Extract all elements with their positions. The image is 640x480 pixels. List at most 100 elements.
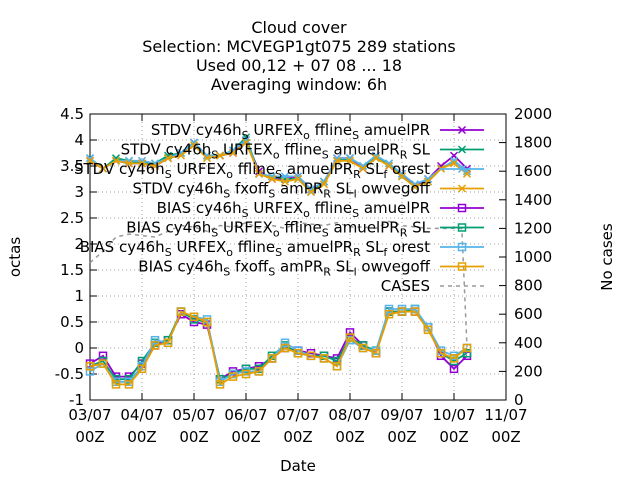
data-point [215,380,225,389]
y2-tick-label: 200 [514,362,543,380]
data-point [98,164,108,173]
y-tick-label: 3 [74,183,84,201]
legend-label: STDV cy46hS URFEXo fflineS amuelPRR SL [121,141,431,162]
y-tick-label: -1 [69,391,84,409]
data-point [280,338,290,348]
data-point [228,372,238,381]
data-point [254,169,264,178]
legend-marker [457,145,467,154]
data-point [111,380,121,389]
data-point [202,154,212,163]
data-point [111,156,121,165]
y2-tick-label: 400 [514,334,543,352]
data-point [241,369,251,379]
title-line-2: Selection: MCVEGP1gt075 289 stations [142,37,456,56]
series-line [89,308,468,384]
legend-label: BIAS cy46hS fxoffS amPRR SLl owvegoff [138,258,430,279]
data-point [228,148,238,158]
x-tick-label-hour: 00Z [491,428,520,446]
y-tick-label: 1.5 [60,261,84,279]
data-point [150,161,160,171]
data-point [189,312,199,322]
data-point [85,156,95,165]
data-point [449,159,459,168]
y2-tick-label: 1800 [514,134,552,152]
title-line-4: Averaging window: 6h [211,75,387,94]
y-tick-label: 0 [74,339,84,357]
data-point [176,151,186,160]
x-tick-label-hour: 00Z [283,428,312,446]
legend-marker [457,242,467,252]
data-point [449,364,459,374]
data-point [462,348,472,358]
legend-marker [457,184,467,193]
data-point [85,154,95,163]
legend-marker [457,203,467,213]
data-point [436,348,446,358]
data-point [397,307,407,316]
data-point [293,348,303,358]
legend-label: BIAS cy46hS URFEXo fflineS amuelPRR SLf … [80,238,430,259]
legend-label: STDV cy46hS URFEXo fflineS amuelPRR SLf … [74,160,430,181]
y2-tick-label: 2000 [514,105,552,123]
axes: -1 -0.5 0 0.5 1 1.5 2 2.5 3 3.5 4 4.5 0 200 400 600 800 1… [55,105,552,446]
grid [90,114,506,400]
legend-entry-2: STDV cy46hS URFEXo fflineS amuelPRR SLf … [74,160,484,181]
data-point [202,317,212,327]
x-tick-label-date: 11/07 [484,406,527,424]
data-point [345,328,355,337]
y-tick-label: 3.5 [60,157,84,175]
x-tick-label-hour: 00Z [127,428,156,446]
data-point [384,161,394,171]
legend-marker [457,262,467,271]
x-tick-label-date: 05/07 [172,406,215,424]
x-tick-label-hour: 00Z [335,428,364,446]
y-tick-label: 4.5 [60,105,84,123]
legend-marker [457,223,467,232]
data-point [332,361,342,371]
x-tick-label-hour: 00Z [179,428,208,446]
data-point [293,174,303,184]
data-point [85,367,95,376]
data-point [462,343,472,353]
chart-title: Cloud cover Selection: MCVEGP1gt075 289 … [142,18,456,94]
series-3 [85,138,472,197]
data-point [280,177,290,186]
legend-entry-5: BIAS cy46hS URFEXo fflineS amuelPRR SL [126,219,484,240]
series-4 [85,307,472,384]
data-point [358,164,368,173]
y2-tick-label: 600 [514,305,543,323]
legend-entry-4: BIAS cy46hS URFEXo fflineS amuelPR [157,199,484,220]
data-point [241,135,251,145]
data-point [124,159,134,168]
data-point [410,307,420,316]
data-point [397,169,407,178]
x-tick-label-date: 06/07 [224,406,267,424]
data-point [267,354,277,363]
data-point [176,307,186,316]
y-tick-label: 2 [74,235,84,253]
data-point [189,141,199,150]
y-tick-label: 4 [74,131,84,149]
data-point [163,154,173,163]
data-point [137,159,147,168]
data-point [137,364,147,374]
data-point [163,338,173,348]
x-tick-label-date: 04/07 [120,406,163,424]
data-point [345,156,355,165]
series-line [89,308,468,381]
data-point [397,172,407,181]
data-point [358,161,368,171]
y2-tick-label: 1400 [514,191,552,209]
data-point [449,156,459,165]
x-tick-label-date: 08/07 [328,406,371,424]
legend-label: BIAS cy46hS URFEXo fflineS amuelPRR SL [126,219,430,240]
x-tick-label-hour: 00Z [231,428,260,446]
data-point [345,333,355,342]
legend-label: STDV cy46hS fxoffS amPRR SLl owvegoff [133,180,431,201]
x-tick-label-date: 03/07 [68,406,111,424]
y2-tick-label: 1000 [514,248,552,266]
data-point [371,151,381,160]
y-tick-label: 1 [74,287,84,305]
data-point [423,174,433,184]
